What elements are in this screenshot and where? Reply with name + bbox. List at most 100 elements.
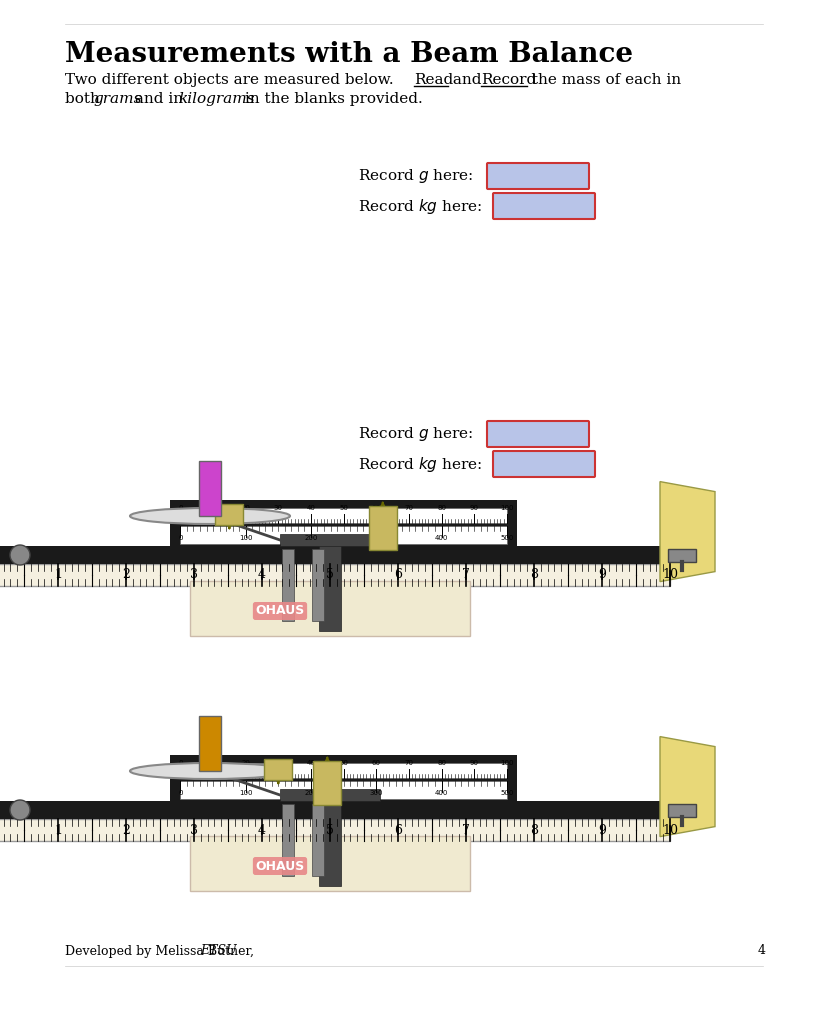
Text: both: both — [65, 92, 105, 106]
Text: 500: 500 — [500, 534, 513, 541]
FancyBboxPatch shape — [486, 163, 588, 189]
Text: 90: 90 — [469, 505, 478, 511]
Text: 4: 4 — [258, 824, 265, 836]
FancyBboxPatch shape — [486, 421, 588, 447]
Bar — [280, 789, 380, 801]
Text: grams: grams — [93, 92, 141, 106]
Text: the mass of each in: the mass of each in — [526, 73, 681, 87]
Bar — [0, 801, 669, 819]
Text: 300: 300 — [369, 789, 383, 796]
Bar — [189, 836, 470, 891]
Bar — [0, 546, 669, 564]
Text: 5: 5 — [326, 569, 333, 581]
Bar — [180, 781, 506, 799]
Text: 70: 70 — [404, 760, 413, 766]
Bar — [318, 541, 341, 631]
Text: 3: 3 — [189, 824, 198, 836]
Text: Record: Record — [480, 73, 536, 87]
Text: 8: 8 — [529, 569, 538, 581]
Bar — [667, 549, 696, 562]
Bar — [264, 759, 292, 780]
Text: 2: 2 — [122, 824, 130, 836]
Text: Record $kg$ here:: Record $kg$ here: — [357, 454, 481, 473]
Text: Record $g$ here:: Record $g$ here: — [357, 167, 473, 185]
Text: 6: 6 — [394, 569, 402, 581]
Text: 9: 9 — [597, 824, 605, 836]
Text: 10: 10 — [662, 824, 677, 836]
Bar — [198, 461, 221, 516]
Text: 9: 9 — [597, 569, 605, 581]
FancyBboxPatch shape — [492, 193, 595, 219]
Text: 7: 7 — [461, 824, 470, 836]
Bar — [282, 804, 294, 876]
Text: 20: 20 — [241, 505, 250, 511]
Bar — [170, 500, 516, 550]
Text: 50: 50 — [339, 760, 347, 766]
Text: 400: 400 — [434, 534, 447, 541]
Bar — [180, 526, 506, 544]
Text: 80: 80 — [437, 505, 446, 511]
Text: 3: 3 — [189, 569, 198, 581]
FancyBboxPatch shape — [492, 451, 595, 477]
Text: kilograms: kilograms — [178, 92, 255, 106]
Text: 8: 8 — [529, 824, 538, 836]
Ellipse shape — [130, 763, 289, 779]
Text: 1: 1 — [54, 569, 62, 581]
Circle shape — [10, 800, 30, 820]
Ellipse shape — [130, 508, 289, 524]
Bar — [0, 819, 669, 841]
Text: OHAUS: OHAUS — [255, 605, 304, 618]
Bar — [280, 534, 380, 546]
Text: 60: 60 — [371, 505, 380, 511]
Text: 40: 40 — [306, 760, 315, 766]
Bar — [667, 804, 696, 817]
Text: 0: 0 — [178, 505, 183, 511]
Text: 100: 100 — [239, 534, 252, 541]
Text: in the blanks provided.: in the blanks provided. — [240, 92, 423, 106]
Text: 2: 2 — [122, 569, 130, 581]
Text: 400: 400 — [434, 789, 447, 796]
Text: Measurements with a Beam Balance: Measurements with a Beam Balance — [65, 41, 633, 68]
Text: Read: Read — [414, 73, 452, 87]
Text: 60: 60 — [371, 760, 380, 766]
Text: 30: 30 — [274, 760, 283, 766]
Text: 0: 0 — [178, 534, 183, 541]
Text: 10: 10 — [662, 569, 677, 581]
Text: Two different objects are measured below.: Two different objects are measured below… — [65, 73, 401, 87]
Text: 0: 0 — [178, 760, 183, 766]
Bar — [313, 761, 341, 805]
Text: 10: 10 — [208, 505, 218, 511]
Bar — [189, 581, 470, 636]
Text: Record $kg$ here:: Record $kg$ here: — [357, 196, 481, 215]
Bar — [198, 716, 221, 771]
Text: and: and — [447, 73, 485, 87]
Text: 40: 40 — [306, 505, 315, 511]
Text: 100: 100 — [500, 505, 513, 511]
Text: 4: 4 — [757, 945, 765, 957]
Bar — [318, 796, 341, 886]
Text: 300: 300 — [369, 534, 383, 541]
Polygon shape — [659, 737, 715, 836]
Text: 100: 100 — [500, 760, 513, 766]
Bar — [368, 506, 396, 550]
Text: ETSU: ETSU — [200, 945, 237, 957]
Bar — [282, 549, 294, 621]
Bar — [170, 755, 516, 805]
Text: OHAUS: OHAUS — [255, 860, 304, 873]
Bar — [0, 564, 669, 586]
Text: 500: 500 — [500, 789, 513, 796]
Polygon shape — [659, 482, 715, 581]
Text: 200: 200 — [304, 534, 318, 541]
Circle shape — [10, 545, 30, 565]
Text: 0: 0 — [178, 789, 183, 796]
Text: 50: 50 — [339, 505, 347, 511]
Bar — [312, 549, 323, 621]
Text: 4: 4 — [258, 569, 265, 581]
Text: 100: 100 — [239, 789, 252, 796]
Bar — [215, 504, 243, 525]
Text: 20: 20 — [241, 760, 250, 766]
Text: 30: 30 — [274, 505, 283, 511]
Text: 1: 1 — [54, 824, 62, 836]
Text: 80: 80 — [437, 760, 446, 766]
Text: 6: 6 — [394, 824, 402, 836]
